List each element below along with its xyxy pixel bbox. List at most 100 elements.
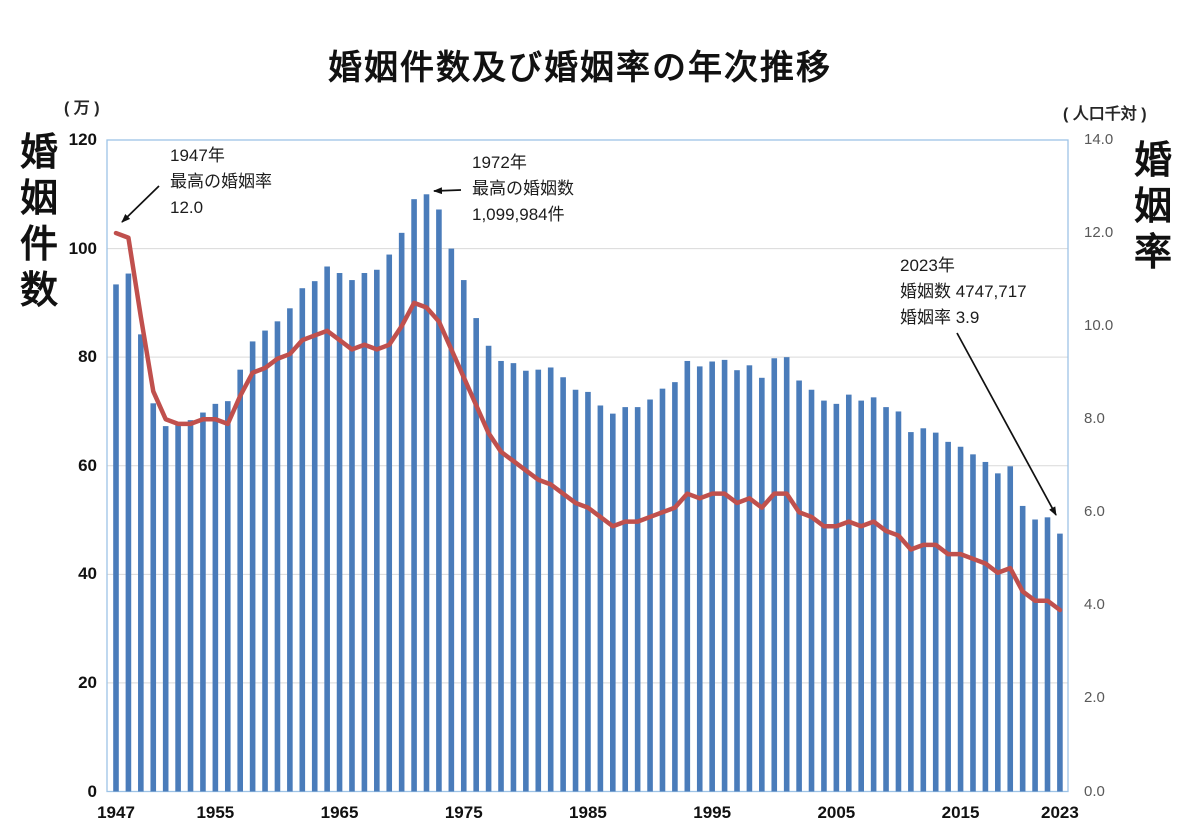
- bar: [647, 399, 653, 792]
- bar: [212, 403, 219, 792]
- left-axis-tick: 80: [78, 347, 97, 367]
- left-axis-tick: 20: [78, 672, 97, 692]
- annotation-arrow: [121, 185, 160, 223]
- bar: [324, 266, 330, 792]
- bar: [386, 254, 393, 792]
- bar: [349, 280, 355, 792]
- right-axis-tick: 0.0: [1084, 782, 1105, 800]
- bar: [560, 377, 566, 792]
- bar: [709, 361, 715, 792]
- annotation-2023: 2023年 婚姻数 4747,717 婚姻率 3.9: [900, 253, 1027, 331]
- right-axis-tick: 14.0: [1084, 131, 1114, 148]
- bar: [138, 334, 144, 792]
- annotation-line: 1972年: [472, 153, 527, 172]
- bar: [336, 273, 343, 792]
- axis-title-char: 件: [19, 224, 58, 266]
- x-axis-tick: 1985: [569, 803, 607, 822]
- bar: [597, 405, 604, 792]
- annotation-line: 婚姻率 3.9: [900, 308, 980, 327]
- x-axis-tick: 1965: [320, 803, 359, 822]
- bar: [423, 194, 430, 792]
- right-axis-title: 婚姻率: [1130, 138, 1176, 276]
- bar: [311, 281, 318, 792]
- axis-title-char: 数: [19, 270, 58, 312]
- bar: [1019, 505, 1026, 792]
- annotation-line: 1,099,984件: [472, 205, 565, 224]
- x-axis-tick: 1955: [196, 803, 235, 822]
- bar: [771, 358, 778, 792]
- bar: [1044, 517, 1051, 792]
- bar: [821, 400, 827, 792]
- bar: [175, 422, 181, 792]
- bar: [287, 308, 293, 792]
- bar: [460, 280, 467, 792]
- bar: [908, 432, 914, 792]
- bar: [970, 454, 976, 792]
- axis-title-char: 率: [1133, 232, 1172, 274]
- x-axis-tick: 1995: [693, 803, 732, 822]
- bar: [672, 382, 678, 792]
- bar: [796, 380, 802, 792]
- bar: [237, 369, 243, 792]
- left-axis-tick: 120: [68, 130, 97, 149]
- annotation-line: 婚姻数 4747,717: [900, 282, 1027, 301]
- bar: [945, 441, 951, 792]
- annotation-line: 最高の婚姻数: [472, 179, 574, 198]
- bar: [162, 426, 169, 792]
- bar: [932, 432, 939, 792]
- left-axis-tick: 0: [87, 781, 97, 801]
- axis-title-char: 姻: [1133, 186, 1172, 228]
- rate-line: [113, 230, 1063, 613]
- bar: [436, 209, 442, 792]
- bar: [125, 273, 132, 792]
- bar: [808, 389, 815, 792]
- bar: [622, 407, 629, 792]
- bar: [473, 318, 479, 792]
- axis-title-char: 姻: [19, 178, 58, 220]
- left-axis-unit-label: ( 万 ): [64, 100, 100, 117]
- annotation-arrow: [956, 332, 1057, 516]
- right-axis-tick: 12.0: [1084, 224, 1114, 242]
- bar: [448, 248, 455, 792]
- left-axis-tick: 40: [78, 564, 97, 584]
- bar: [870, 397, 877, 792]
- bar: [547, 367, 554, 792]
- right-axis-tick: 8.0: [1084, 410, 1105, 428]
- annotation-arrow: [433, 187, 462, 195]
- bar: [262, 330, 268, 792]
- annotation-1972: 1972年最高の婚姻数 1,099,984件: [472, 150, 574, 228]
- bar: [224, 401, 231, 792]
- bar: [1007, 466, 1014, 792]
- bar: [150, 403, 157, 792]
- bar: [187, 420, 194, 792]
- annotation-line: 1947年: [170, 146, 225, 165]
- x-axis-tick: 1947: [97, 803, 135, 822]
- bar: [535, 369, 542, 792]
- annotation-line: 12.0: [170, 198, 204, 217]
- bar: [610, 413, 616, 792]
- bar: [721, 359, 728, 792]
- right-axis-tick: 6.0: [1084, 503, 1105, 521]
- axis-title-char: 婚: [19, 132, 58, 174]
- bar: [995, 473, 1001, 792]
- right-axis-tick: 10.0: [1084, 317, 1114, 335]
- bar: [659, 388, 666, 792]
- annotation-line: 最高の婚姻率: [170, 172, 272, 191]
- bar: [920, 428, 927, 792]
- bar: [734, 370, 740, 792]
- annotation-1947: 1947年最高の婚姻率 12.0: [170, 143, 272, 221]
- bar: [249, 341, 256, 792]
- bar: [746, 365, 753, 792]
- bar: [1057, 533, 1063, 792]
- bar: [585, 391, 591, 792]
- bar: [113, 284, 119, 792]
- chart-title: 婚姻件数及び婚姻率の年次推移: [328, 49, 832, 87]
- right-axis-tick: 4.0: [1084, 596, 1105, 614]
- bar: [572, 389, 579, 792]
- bar: [883, 407, 889, 792]
- right-axis-unit-label: ( 人口千対 ): [1063, 106, 1147, 123]
- bar: [696, 366, 703, 792]
- bar: [523, 370, 529, 792]
